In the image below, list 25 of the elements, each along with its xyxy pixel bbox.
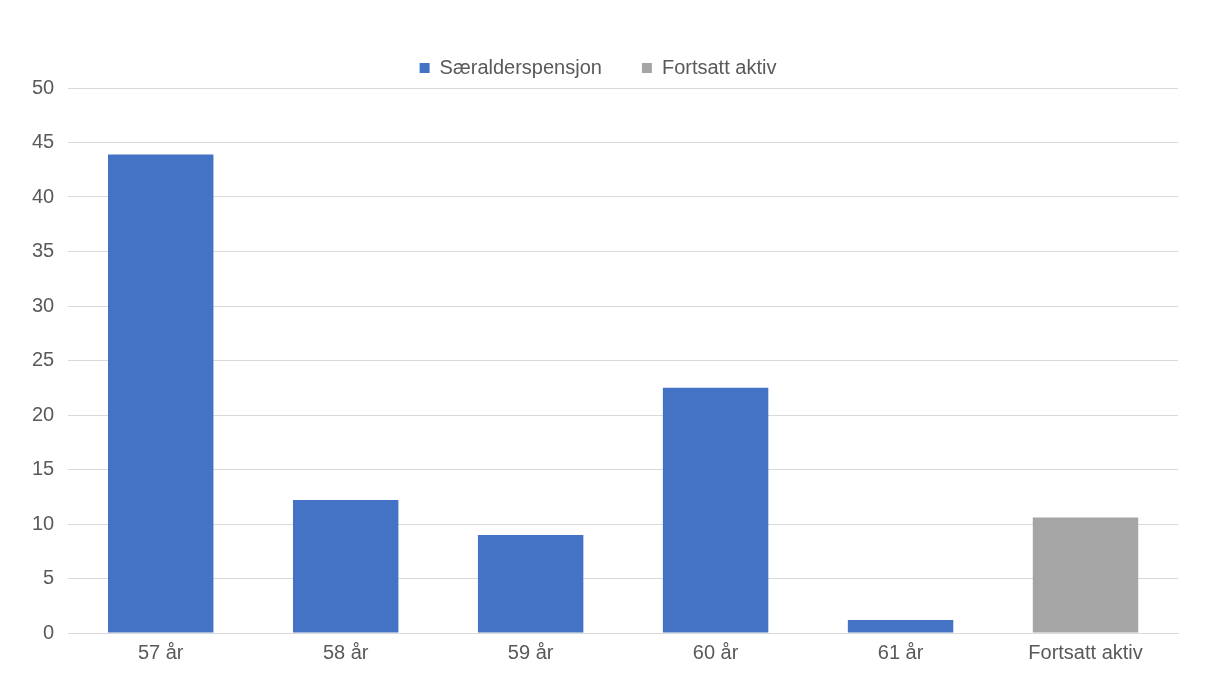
y-tick-label: 0 (43, 620, 55, 643)
x-tick-label: 59 år (507, 640, 554, 663)
x-tick-label: 57 år (137, 640, 184, 663)
y-tick-label: 35 (32, 239, 55, 262)
bar (108, 154, 214, 633)
legend-label: Særalderspensjon (439, 55, 602, 78)
y-tick-label: 25 (32, 348, 55, 371)
y-tick-label: 15 (32, 457, 55, 480)
bar (662, 387, 769, 633)
legend-label: Fortsatt aktiv (661, 55, 777, 78)
y-tick-label: 40 (32, 184, 55, 207)
y-tick-label: 5 (43, 566, 55, 589)
bar (477, 534, 584, 633)
x-tick-label: 58 år (322, 640, 369, 663)
bar (847, 619, 954, 633)
y-tick-label: 50 (32, 75, 55, 98)
bar (1032, 517, 1139, 633)
x-tick-label: Fortsatt aktiv (1028, 640, 1143, 663)
y-tick-label: 10 (32, 511, 55, 534)
y-tick-label: 45 (32, 130, 55, 153)
y-tick-label: 20 (32, 402, 55, 425)
y-tick-label: 30 (32, 293, 55, 316)
bar (292, 500, 399, 633)
x-tick-label: 61 år (877, 640, 924, 663)
x-tick-label: 60 år (692, 640, 739, 663)
